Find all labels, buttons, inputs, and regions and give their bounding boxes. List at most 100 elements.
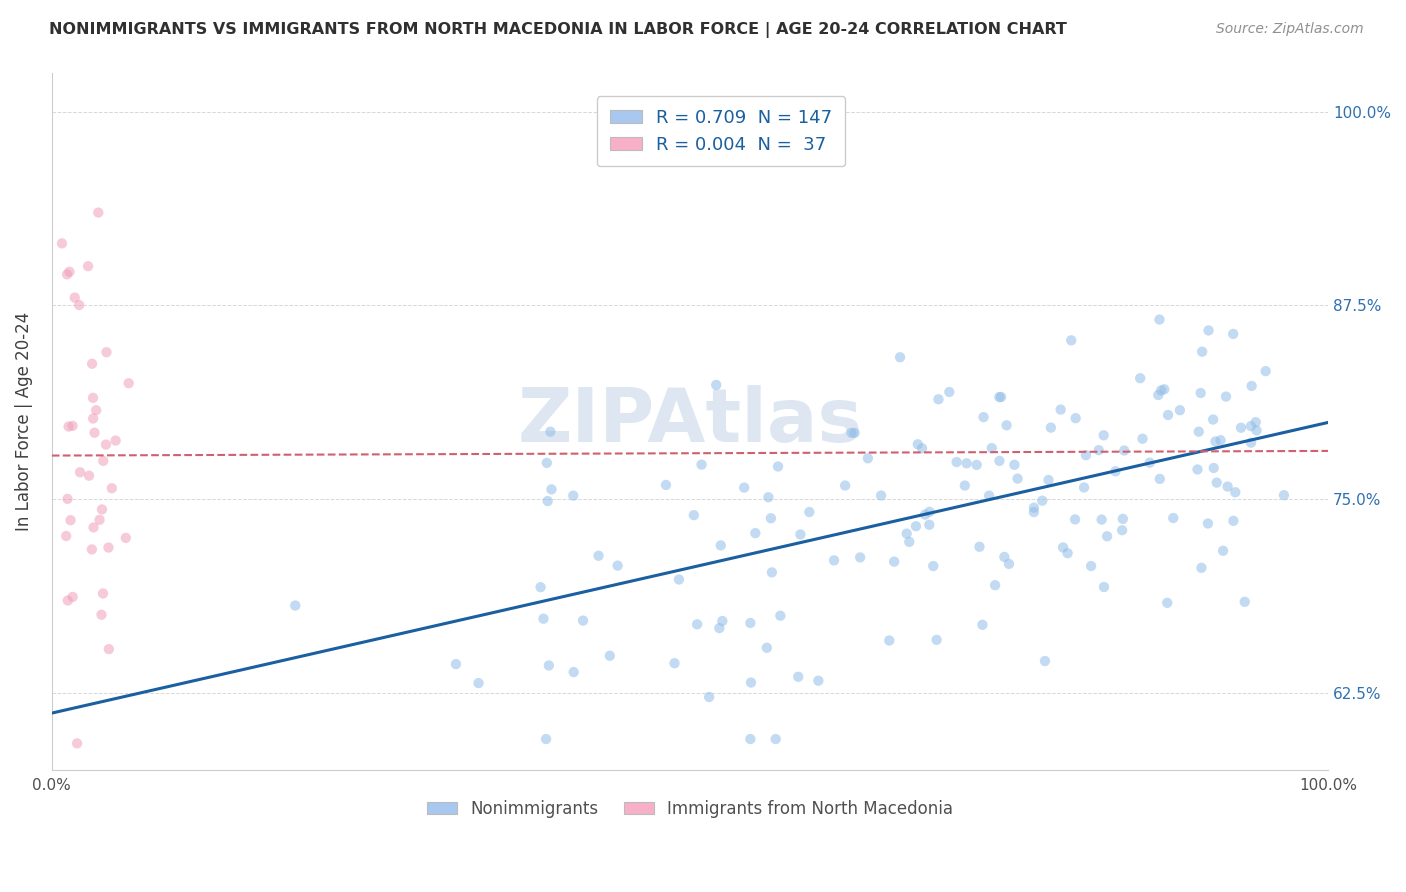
- Point: [1254, 364, 1277, 378]
- Point: [62, 590, 84, 604]
- Point: [972, 617, 994, 632]
- Point: [77, 259, 100, 273]
- Point: [1157, 408, 1180, 422]
- Point: [993, 549, 1015, 564]
- Point: [96, 345, 118, 359]
- Point: [97, 642, 120, 657]
- Point: [1156, 596, 1178, 610]
- Point: [1225, 485, 1247, 500]
- Point: [606, 558, 628, 573]
- Point: [1188, 425, 1211, 439]
- Point: [69, 465, 91, 479]
- Point: [284, 599, 307, 613]
- Point: [889, 351, 911, 365]
- Point: [1091, 513, 1114, 527]
- Point: [870, 488, 893, 502]
- Point: [56, 593, 79, 607]
- Point: [668, 573, 690, 587]
- Point: [82, 411, 104, 425]
- Point: [562, 489, 585, 503]
- Point: [1215, 390, 1237, 404]
- Point: [529, 580, 551, 594]
- Point: [690, 458, 713, 472]
- Text: ZIPAtlas: ZIPAtlas: [517, 385, 862, 458]
- Point: [1197, 516, 1219, 531]
- Point: [83, 520, 105, 534]
- Point: [841, 425, 863, 440]
- Point: [697, 690, 720, 704]
- Point: [82, 391, 104, 405]
- Point: [969, 540, 991, 554]
- Point: [807, 673, 830, 688]
- Point: [537, 658, 560, 673]
- Point: [1161, 511, 1184, 525]
- Point: [1189, 561, 1212, 575]
- Point: [1129, 371, 1152, 385]
- Point: [918, 517, 941, 532]
- Point: [789, 527, 811, 541]
- Point: [63, 291, 86, 305]
- Point: [1052, 541, 1074, 555]
- Point: [1087, 443, 1109, 458]
- Point: [918, 505, 941, 519]
- Point: [538, 425, 561, 439]
- Point: [599, 648, 621, 663]
- Point: [1092, 428, 1115, 442]
- Point: [1230, 421, 1253, 435]
- Point: [979, 489, 1001, 503]
- Point: [787, 670, 810, 684]
- Point: [1149, 472, 1171, 486]
- Point: [1272, 488, 1295, 502]
- Point: [58, 419, 80, 434]
- Point: [1031, 493, 1053, 508]
- Point: [956, 456, 979, 470]
- Point: [1092, 580, 1115, 594]
- Point: [80, 542, 103, 557]
- Legend: Nonimmigrants, Immigrants from North Macedonia: Nonimmigrants, Immigrants from North Mac…: [420, 793, 959, 824]
- Point: [834, 478, 856, 492]
- Point: [1205, 475, 1227, 490]
- Point: [77, 468, 100, 483]
- Point: [927, 392, 949, 407]
- Point: [877, 633, 900, 648]
- Point: [844, 425, 866, 440]
- Point: [664, 657, 686, 671]
- Point: [1073, 481, 1095, 495]
- Point: [1240, 379, 1263, 393]
- Point: [740, 675, 762, 690]
- Point: [744, 526, 766, 541]
- Point: [467, 676, 489, 690]
- Point: [82, 357, 104, 371]
- Point: [572, 614, 595, 628]
- Point: [1202, 412, 1225, 426]
- Point: [799, 505, 821, 519]
- Point: [758, 490, 780, 504]
- Point: [90, 607, 112, 622]
- Point: [1244, 415, 1267, 429]
- Point: [1064, 512, 1087, 526]
- Point: [883, 555, 905, 569]
- Point: [904, 519, 927, 533]
- Point: [973, 410, 995, 425]
- Point: [58, 265, 80, 279]
- Point: [56, 491, 79, 506]
- Point: [89, 513, 111, 527]
- Point: [896, 526, 918, 541]
- Point: [1212, 543, 1234, 558]
- Point: [733, 481, 755, 495]
- Point: [1064, 411, 1087, 425]
- Point: [769, 608, 792, 623]
- Point: [1038, 473, 1060, 487]
- Point: [1060, 334, 1083, 348]
- Point: [1147, 388, 1170, 402]
- Point: [990, 390, 1012, 404]
- Point: [1022, 500, 1045, 515]
- Point: [1240, 419, 1263, 434]
- Point: [562, 665, 585, 679]
- Point: [984, 578, 1007, 592]
- Point: [1202, 461, 1225, 475]
- Point: [1209, 433, 1232, 447]
- Point: [59, 513, 82, 527]
- Point: [1022, 505, 1045, 519]
- Point: [914, 508, 936, 522]
